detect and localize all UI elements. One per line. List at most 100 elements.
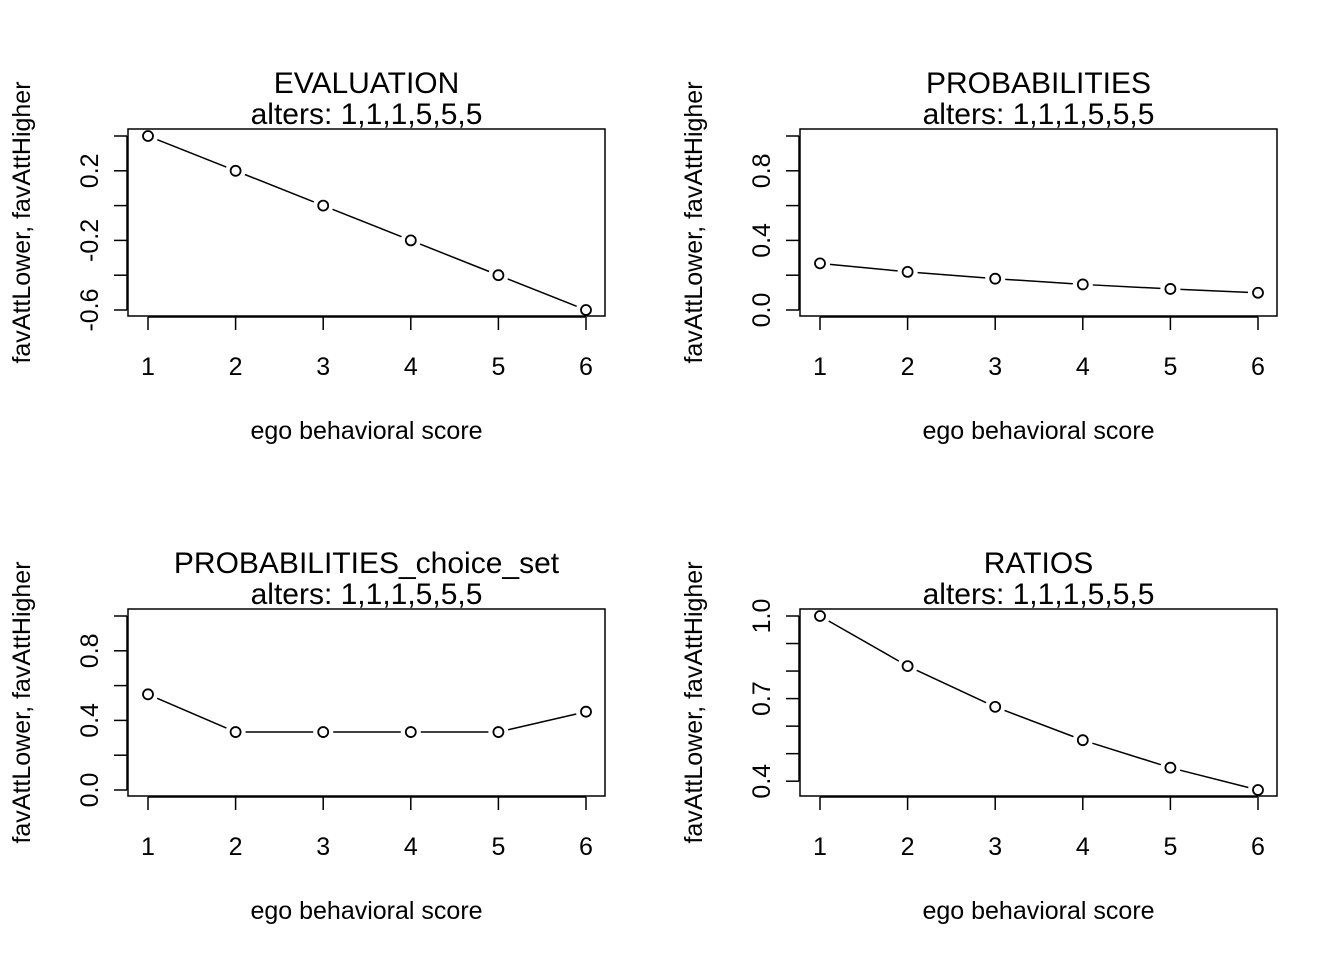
- x-tick-label: 4: [1076, 833, 1090, 861]
- x-tick-label: 4: [404, 353, 418, 381]
- chart-title: EVALUATION: [274, 67, 460, 100]
- x-tick-label: 5: [1163, 833, 1177, 861]
- line-segment: [332, 208, 402, 238]
- line-segment: [829, 263, 898, 272]
- line-segment: [1004, 709, 1074, 738]
- data-point: [580, 705, 592, 718]
- data-point: [814, 610, 826, 622]
- line-segment: [157, 138, 227, 168]
- x-tick-label: 4: [404, 833, 418, 861]
- data-point: [1164, 761, 1177, 774]
- x-tick-label: 3: [316, 353, 330, 381]
- y-tick-label: 0.4: [76, 703, 104, 738]
- data-point: [814, 257, 826, 270]
- x-tick-label: 5: [491, 833, 505, 861]
- line-segment: [917, 271, 986, 279]
- x-axis: 1 2 3 4 5 6: [813, 316, 1265, 381]
- x-tick-label: 3: [988, 353, 1002, 381]
- data-point: [229, 726, 242, 738]
- data-point: [229, 164, 242, 177]
- x-tick-label: 3: [316, 833, 330, 861]
- chart-subtitle: alters: 1,1,1,5,5,5: [923, 578, 1155, 611]
- y-tick-label: 0.2: [76, 153, 104, 188]
- data-point: [580, 304, 592, 316]
- data-point: [989, 272, 1002, 285]
- series-line: [142, 688, 592, 738]
- line-segment: [156, 697, 227, 729]
- plot-frame: [799, 608, 1278, 797]
- line-segment: [244, 173, 315, 203]
- plot-frame: [127, 128, 606, 317]
- data-point: [142, 688, 154, 701]
- line-segment: [1179, 769, 1249, 789]
- data-point: [404, 234, 417, 247]
- line-segment: [419, 243, 490, 273]
- y-tick-label: -0.6: [76, 288, 104, 331]
- y-axis-label: favAttLower, favAttHigher: [8, 81, 36, 363]
- y-axis: 0.4 0.7 1.0: [748, 599, 800, 799]
- y-axis-label: favAttLower, favAttHigher: [680, 561, 708, 843]
- x-tick-label: 2: [901, 833, 915, 861]
- data-point: [142, 130, 154, 142]
- data-point: [1076, 734, 1089, 747]
- data-point: [492, 269, 505, 282]
- y-tick-label: -0.2: [76, 219, 104, 262]
- x-axis: 1 2 3 4 5 6: [141, 796, 593, 861]
- x-tick-label: 5: [1163, 353, 1177, 381]
- line-segment: [1092, 284, 1161, 290]
- chart-title: RATIOS: [984, 547, 1093, 580]
- line-segment: [507, 278, 577, 308]
- plot-frame: [799, 128, 1278, 317]
- y-tick-label: 0.8: [748, 153, 776, 188]
- x-axis-label: ego behavioral score: [250, 897, 482, 925]
- y-axis: 0.0 0.4 0.8: [76, 615, 128, 808]
- y-axis: 0.0 0.4 0.8: [748, 135, 800, 328]
- line-segment: [828, 620, 900, 662]
- chart-subtitle: alters: 1,1,1,5,5,5: [251, 98, 483, 131]
- x-tick-label: 5: [491, 353, 505, 381]
- y-tick-label: 0.4: [748, 764, 776, 799]
- x-tick-label: 1: [813, 833, 827, 861]
- y-tick-label: 0.8: [76, 633, 104, 668]
- data-point: [1164, 283, 1177, 295]
- x-tick-label: 4: [1076, 353, 1090, 381]
- y-tick-label: 0.0: [76, 773, 104, 808]
- x-tick-label: 6: [579, 833, 593, 861]
- data-point: [317, 199, 330, 212]
- x-tick-label: 1: [141, 353, 155, 381]
- x-tick-label: 6: [1251, 353, 1265, 381]
- chart-subtitle: alters: 1,1,1,5,5,5: [923, 98, 1155, 131]
- x-tick-label: 6: [579, 353, 593, 381]
- y-tick-label: 0.0: [748, 293, 776, 328]
- chart-subtitle: alters: 1,1,1,5,5,5: [251, 578, 483, 611]
- chart-title: PROBABILITIES: [926, 67, 1151, 100]
- line-segment: [1180, 288, 1249, 294]
- y-axis-label: favAttLower, favAttHigher: [8, 561, 36, 843]
- data-point: [901, 265, 914, 278]
- y-tick-label: 0.7: [748, 681, 776, 716]
- x-tick-label: 2: [229, 833, 243, 861]
- data-point: [1252, 286, 1264, 299]
- x-tick-label: 2: [229, 353, 243, 381]
- x-axis-label: ego behavioral score: [922, 417, 1154, 445]
- y-axis-label: favAttLower, favAttHigher: [680, 81, 708, 363]
- line-segment: [1092, 742, 1162, 766]
- x-tick-label: 3: [988, 833, 1002, 861]
- x-axis: 1 2 3 4 5 6: [141, 316, 593, 381]
- x-axis-label: ego behavioral score: [922, 897, 1154, 925]
- chart-title: PROBABILITIES_choice_set: [174, 547, 560, 580]
- line-segment: [916, 669, 987, 704]
- series-line: [814, 610, 1264, 796]
- x-tick-label: 2: [901, 353, 915, 381]
- data-point: [1076, 278, 1089, 291]
- plot-frame: [127, 608, 606, 797]
- series-line: [814, 257, 1264, 299]
- data-point: [1252, 784, 1264, 796]
- line-segment: [1005, 278, 1073, 285]
- series-line: [142, 130, 592, 316]
- line-segment: [507, 713, 577, 731]
